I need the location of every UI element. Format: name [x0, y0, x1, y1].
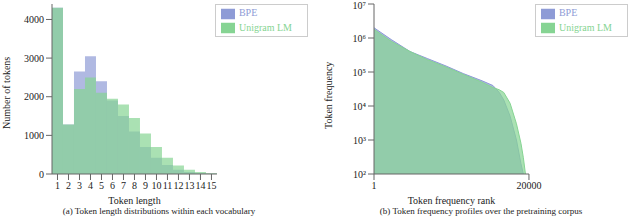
- svg-text:5: 5: [99, 180, 104, 191]
- svg-text:1: 1: [372, 180, 377, 191]
- svg-text:0: 0: [39, 169, 44, 180]
- svg-text:10⁶: 10⁶: [353, 33, 367, 44]
- svg-text:8: 8: [132, 180, 137, 191]
- svg-text:4: 4: [88, 180, 93, 191]
- html-text:BPE: BPE: [239, 7, 258, 18]
- html-text:Unigram LM: Unigram LM: [559, 21, 612, 33]
- svg-text:10⁵: 10⁵: [353, 67, 367, 78]
- svg-text:11: 11: [163, 180, 173, 191]
- svg-text:6: 6: [110, 180, 115, 191]
- svg-text:2000: 2000: [24, 91, 44, 102]
- svg-text:Token length: Token length: [108, 195, 160, 206]
- svg-text:Token frequency rank: Token frequency rank: [408, 195, 496, 206]
- svg-text:Token frequency: Token frequency: [323, 62, 334, 129]
- svg-text:9: 9: [143, 180, 148, 191]
- svg-text:10⁴: 10⁴: [353, 101, 367, 112]
- svg-text:2: 2: [66, 180, 71, 191]
- svg-text:10²: 10²: [353, 169, 366, 180]
- svg-text:20000: 20000: [516, 180, 541, 191]
- svg-text:1: 1: [55, 180, 60, 191]
- svg-text:10⁷: 10⁷: [353, 0, 367, 11]
- svg-text:4000: 4000: [24, 14, 44, 25]
- svg-text:3000: 3000: [24, 53, 44, 64]
- html-text:BPE: BPE: [559, 7, 578, 18]
- svg-text:15: 15: [206, 180, 216, 191]
- html-text:Unigram LM: Unigram LM: [239, 21, 292, 33]
- svg-text:12: 12: [173, 180, 183, 191]
- svg-text:10³: 10³: [353, 135, 366, 146]
- svg-text:13: 13: [184, 180, 194, 191]
- html-text:(b) Token frequency profiles o: (b) Token frequency profiles over the pr…: [379, 206, 583, 216]
- svg-text:10: 10: [151, 180, 161, 191]
- svg-text:3: 3: [77, 180, 82, 191]
- html-text:(a) Token length distributions: (a) Token length distributions within ea…: [62, 206, 256, 216]
- svg-text:1000: 1000: [24, 130, 44, 141]
- svg-text:Number of tokens: Number of tokens: [8, 57, 12, 129]
- svg-text:7: 7: [121, 180, 126, 191]
- svg-text:14: 14: [195, 180, 205, 191]
